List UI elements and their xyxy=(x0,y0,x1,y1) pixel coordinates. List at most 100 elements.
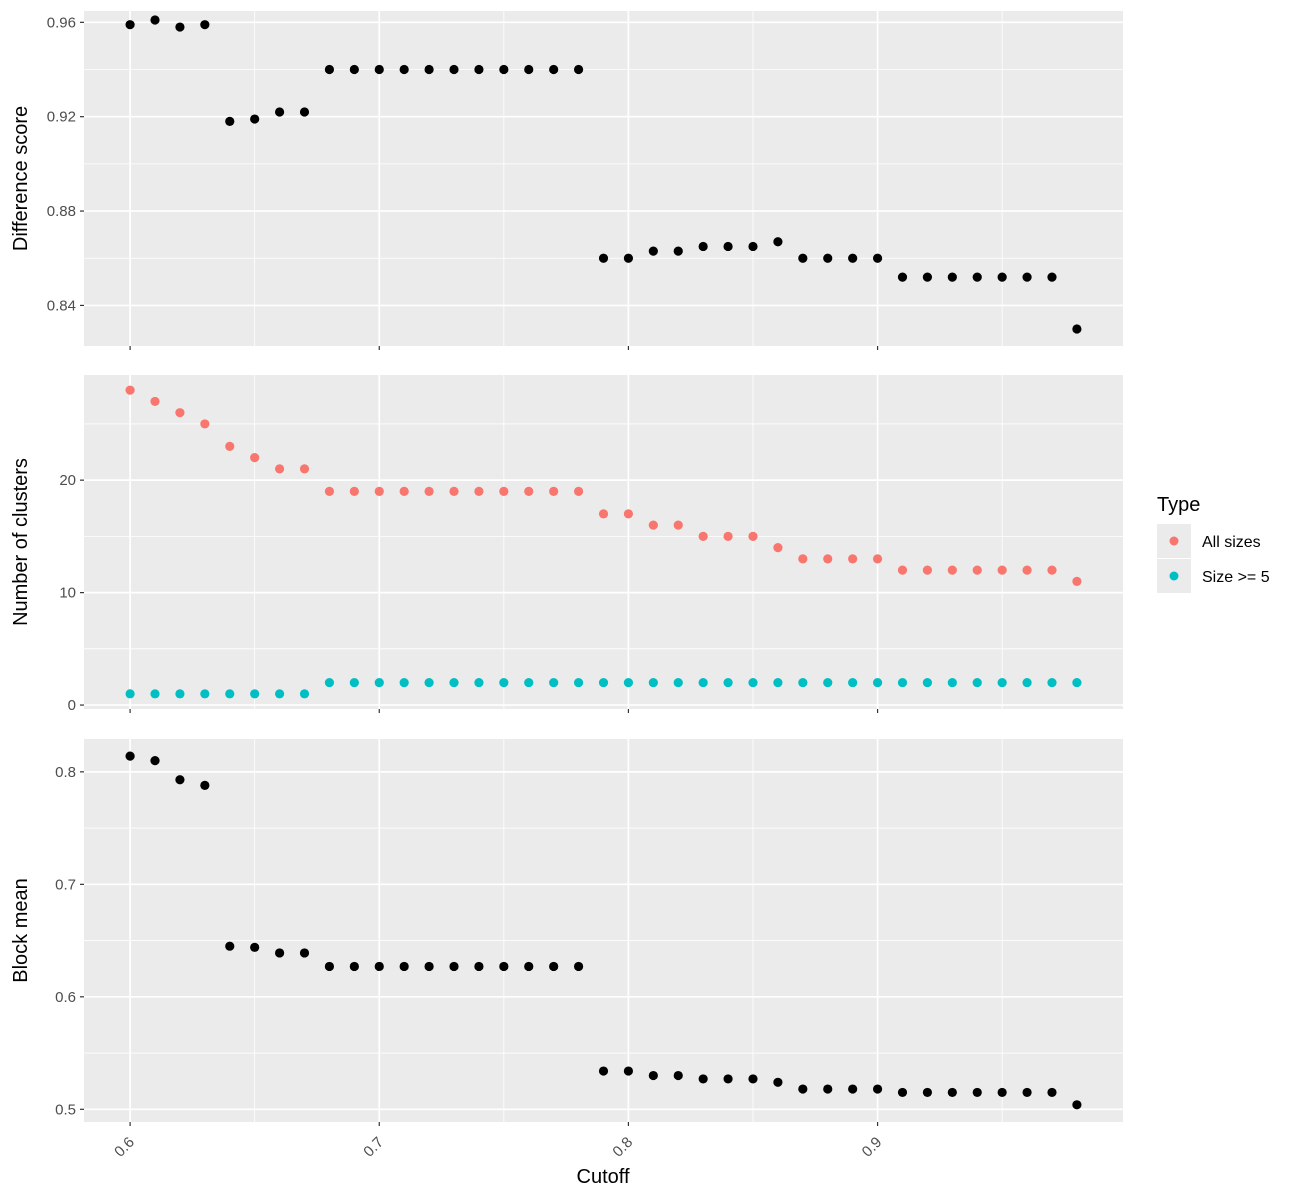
data-point xyxy=(1022,272,1032,282)
data-point xyxy=(623,509,634,519)
data-point xyxy=(673,677,683,688)
panel-difference-score: 0.84 0.88 0.92 0.96 Difference score xyxy=(10,11,1123,350)
data-point xyxy=(524,486,534,496)
legend: Type All sizes Size >= 5 xyxy=(1157,494,1270,593)
data-point xyxy=(225,941,235,951)
data-point xyxy=(723,677,733,688)
data-point xyxy=(972,272,982,282)
data-point xyxy=(200,689,210,699)
data-point xyxy=(872,1084,883,1094)
data-point xyxy=(798,253,808,263)
x-tick-label: 0.6 xyxy=(111,1134,138,1161)
data-point xyxy=(823,1084,833,1094)
data-point xyxy=(1072,677,1082,688)
y-tick-label: 0.7 xyxy=(55,876,76,893)
data-point xyxy=(250,453,260,463)
data-point xyxy=(524,677,534,688)
data-point xyxy=(274,107,285,117)
data-point xyxy=(349,677,359,688)
data-point xyxy=(698,677,708,688)
data-point xyxy=(1072,1100,1082,1110)
data-point xyxy=(573,677,584,688)
data-point xyxy=(972,677,982,688)
legend-swatch-all-sizes xyxy=(1169,536,1179,546)
data-point xyxy=(449,677,459,688)
data-point xyxy=(773,543,783,553)
data-point xyxy=(250,114,260,124)
data-point xyxy=(424,64,434,75)
data-point xyxy=(872,253,883,263)
data-point xyxy=(573,64,584,75)
data-point xyxy=(449,486,459,496)
data-point xyxy=(324,64,335,75)
data-point xyxy=(723,1074,733,1084)
data-point xyxy=(648,520,658,530)
data-point xyxy=(225,116,235,127)
data-point xyxy=(848,253,858,263)
data-point xyxy=(997,272,1007,282)
data-point xyxy=(648,677,658,688)
data-point xyxy=(598,253,609,263)
y-axis-title: Number of clusters xyxy=(10,458,32,626)
data-point xyxy=(698,241,708,252)
data-point xyxy=(499,486,509,496)
data-point xyxy=(449,961,459,972)
data-point xyxy=(922,272,933,282)
data-point xyxy=(549,677,559,688)
y-tick-label: 0 xyxy=(68,697,76,714)
data-point xyxy=(474,677,484,688)
y-tick-label: 0.6 xyxy=(55,989,76,1006)
data-point xyxy=(374,677,384,688)
data-point xyxy=(623,677,634,688)
data-point xyxy=(125,385,135,395)
data-point xyxy=(299,464,310,474)
data-point xyxy=(922,1087,933,1098)
data-point xyxy=(374,486,384,496)
data-point xyxy=(374,961,384,972)
data-point xyxy=(673,246,683,256)
data-point xyxy=(374,64,384,75)
data-point xyxy=(524,961,534,972)
y-axis-title: Block mean xyxy=(10,878,32,983)
data-point xyxy=(150,15,160,25)
panel-background xyxy=(84,11,1123,346)
data-point xyxy=(200,780,210,790)
y-tick-label: 10 xyxy=(59,585,76,602)
data-point xyxy=(897,565,908,575)
x-tick-label: 0.8 xyxy=(609,1134,636,1161)
x-tick-label: 0.9 xyxy=(859,1134,886,1161)
data-point xyxy=(449,64,459,75)
data-point xyxy=(1022,1087,1032,1098)
data-point xyxy=(947,272,957,282)
panel-block-mean: 0.5 0.6 0.7 0.8 Block mean xyxy=(10,739,1123,1126)
data-point xyxy=(648,1070,658,1081)
data-point xyxy=(848,554,858,564)
data-point xyxy=(748,1074,758,1084)
data-point xyxy=(349,64,359,75)
data-point xyxy=(573,961,584,972)
y-tick-label: 20 xyxy=(59,472,76,489)
data-point xyxy=(399,677,409,688)
data-point xyxy=(474,486,484,496)
data-point xyxy=(324,486,335,496)
data-point xyxy=(150,396,160,407)
data-point xyxy=(349,486,359,496)
data-point xyxy=(225,689,235,699)
data-point xyxy=(499,64,509,75)
data-point xyxy=(125,689,135,699)
data-point xyxy=(250,689,260,699)
y-tick-label: 0.96 xyxy=(47,14,76,31)
data-point xyxy=(897,1087,908,1098)
data-point xyxy=(947,1087,957,1098)
data-point xyxy=(773,237,783,247)
data-point xyxy=(997,1087,1007,1098)
data-point xyxy=(922,677,933,688)
data-point xyxy=(1047,565,1057,575)
data-point xyxy=(848,1084,858,1094)
data-point xyxy=(698,1074,708,1084)
data-point xyxy=(424,677,434,688)
data-point xyxy=(848,677,858,688)
data-point xyxy=(150,755,160,766)
data-point xyxy=(748,677,758,688)
data-point xyxy=(200,20,210,30)
